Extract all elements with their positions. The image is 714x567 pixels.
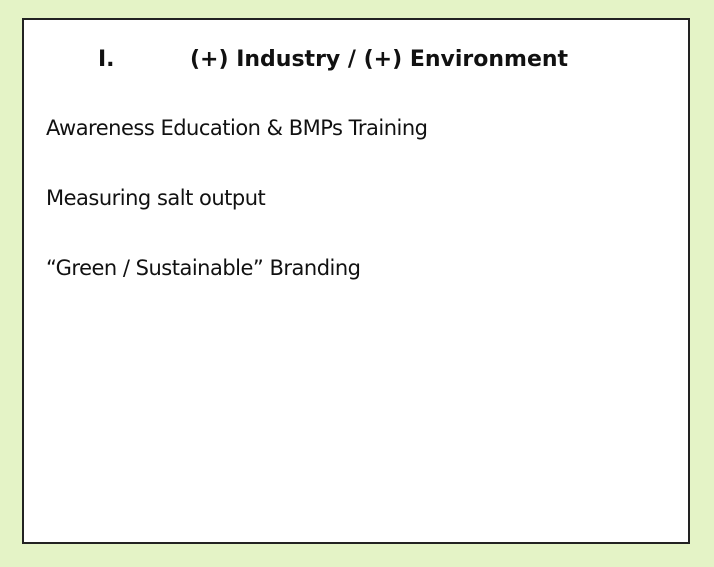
heading-numeral: I. — [98, 47, 115, 72]
text-box: I. (+) Industry / (+) Environment Awaren… — [22, 18, 690, 544]
list-item: “Green / Sustainable” Branding — [46, 256, 361, 280]
list-item: Awareness Education & BMPs Training — [46, 116, 428, 140]
heading-title: (+) Industry / (+) Environment — [190, 47, 569, 72]
list-item: Measuring salt output — [46, 186, 266, 210]
